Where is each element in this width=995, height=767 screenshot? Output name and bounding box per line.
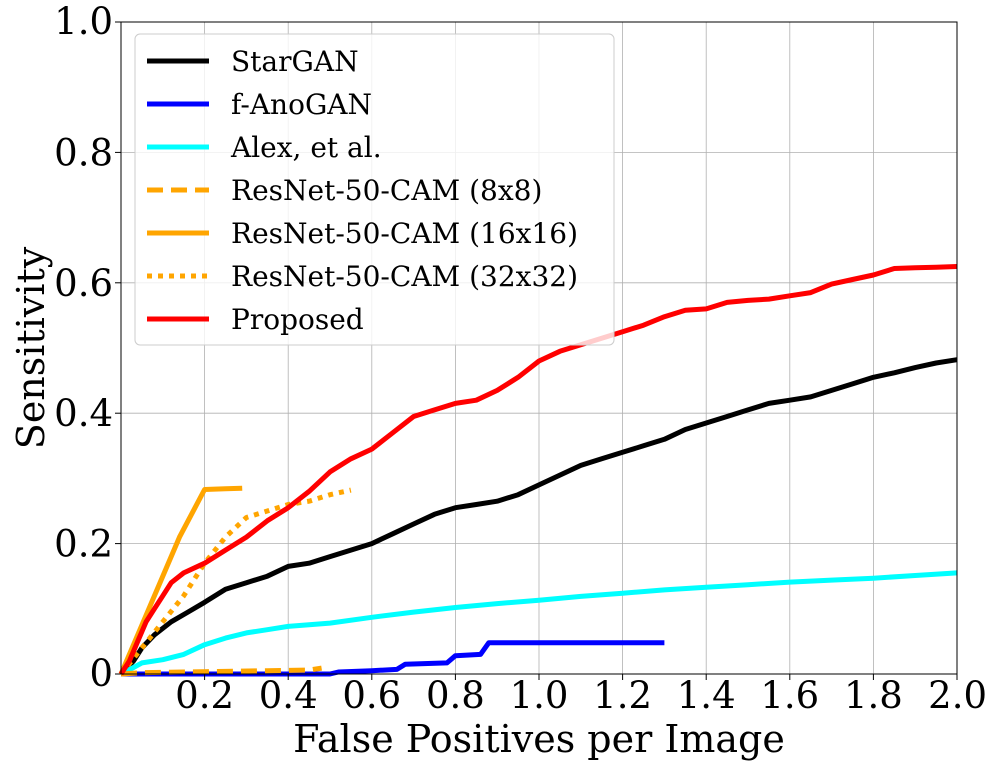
series-layer: [118, 264, 958, 677]
legend-label: ResNet-50-CAM (32x32): [231, 260, 578, 293]
y-axis-ticks: 0 0.2 0.4 0.6 0.8 1.0: [54, 0, 121, 695]
legend-label: ResNet-50-CAM (8x8): [231, 174, 542, 207]
legend-label: f-AnoGAN: [231, 88, 372, 121]
y-tick-label: 0.8: [54, 131, 113, 174]
legend-label: ResNet-50-CAM (16x16): [231, 217, 578, 250]
x-tick-label: 0.4: [259, 674, 318, 717]
x-tick-label: 2.0: [928, 674, 987, 717]
series-line-f-anogan: [121, 640, 665, 677]
y-axis-label: Sensitivity: [9, 246, 53, 449]
legend-box: [134, 33, 615, 346]
series-line-stargan: [119, 357, 958, 676]
legend-label: StarGAN: [231, 45, 359, 78]
x-tick-label: 1.2: [593, 674, 652, 717]
x-tick-label: 0.2: [175, 674, 234, 717]
x-axis-label: False Positives per Image: [293, 717, 785, 761]
series-line-resnet-50-cam-16x16: [118, 485, 243, 675]
y-tick-label: 1.0: [54, 0, 113, 43]
x-axis-ticks: 0.2 0.4 0.6 0.8 1.0 1.2 1.4 1.6 1.8 2.0: [175, 674, 987, 717]
y-tick-label: 0.2: [54, 523, 113, 566]
legend: StarGAN f-AnoGAN Alex, et al. ResNet-50-CAM…: [134, 33, 615, 346]
series-line-proposed: [118, 264, 958, 676]
legend-label: Alex, et al.: [230, 131, 382, 164]
x-tick-label: 0.6: [342, 674, 401, 717]
y-tick-label: 0.6: [54, 262, 113, 305]
x-tick-label: 0.8: [426, 674, 485, 717]
y-tick-label: 0.4: [54, 392, 113, 435]
legend-label: Proposed: [231, 303, 364, 336]
x-tick-label: 1.8: [844, 674, 903, 717]
series-line-resnet-50-cam-8x8: [120, 665, 322, 677]
x-tick-label: 1.4: [677, 674, 736, 717]
series-line-resnet-50-cam-32x32: [119, 487, 352, 676]
y-tick-label: 0: [89, 652, 113, 695]
series-line-alex-et-al: [119, 570, 958, 677]
x-tick-label: 1.6: [760, 674, 819, 717]
x-tick-label: 1.0: [510, 674, 569, 717]
